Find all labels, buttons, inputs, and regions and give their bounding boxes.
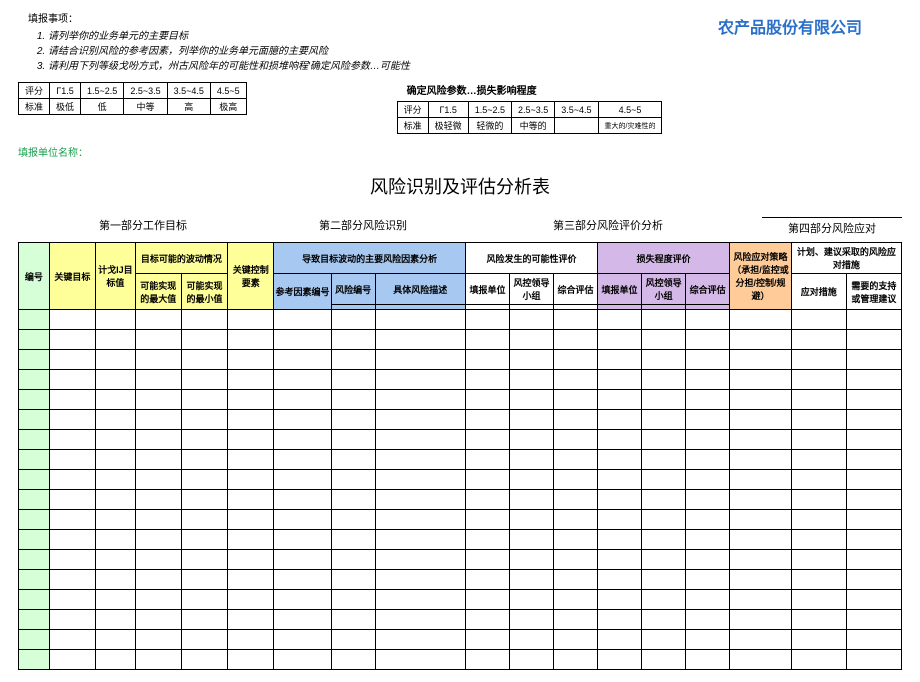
instruction-item: 请列举你的业务单元的主要目标 <box>48 29 410 44</box>
company-name: 农产品股份有限公司 <box>718 14 862 74</box>
table-row <box>19 310 902 330</box>
h-plan-val: 计戈IJ目标值 <box>96 243 136 310</box>
param-right-title: 确定风险参数…损失影响程度 <box>407 82 663 97</box>
table-row <box>19 530 902 550</box>
section-3: 第三部分风险评价分析 <box>458 217 758 236</box>
h-l-comb: 综合评估 <box>686 274 730 305</box>
table-row <box>19 330 902 350</box>
h-p-comb: 综合评估 <box>554 274 598 305</box>
h-risk-anal: 导致目标波动的主要风险因素分析 <box>274 243 466 274</box>
table-row <box>19 610 902 630</box>
table-row <box>19 510 902 530</box>
h-id: 编号 <box>19 243 50 310</box>
h-support: 需要的支持或管理建议 <box>846 274 901 310</box>
table-row <box>19 430 902 450</box>
instructions-heading: 填报事项： <box>28 12 410 27</box>
section-2: 第二部分风险识别 <box>268 217 458 236</box>
h-l-group: 风控领导小组 <box>642 274 686 305</box>
table-row <box>19 550 902 570</box>
h-key-ctrl: 关键控制要素 <box>228 243 274 310</box>
table-row <box>19 650 902 670</box>
table-row <box>19 630 902 650</box>
table-row <box>19 570 902 590</box>
h-risk-desc: 具体风险描述 <box>375 274 465 305</box>
h-risk-id: 风险编号 <box>331 274 375 305</box>
instruction-item: 请结合识别风险的参考因素，列举你的业务单元面臆的主要风险 <box>48 44 410 59</box>
h-strategy: 风险应对策略（承担/监控或分担/控制/规避） <box>730 243 792 310</box>
instruction-item: 请利用下列等级戈吩方式，州古风险年的可能性和损堆响程'确定风险参数…可能性 <box>48 59 410 74</box>
h-fluct: 目标可能的波动情况 <box>135 243 227 274</box>
instructions-block: 填报事项： 请列举你的业务单元的主要目标 请结合识别风险的参考因素，列举你的业务… <box>18 12 410 74</box>
h-action: 应对措施 <box>791 274 846 310</box>
table-row <box>19 370 902 390</box>
h-measures: 计划、建议采取的风险应对措施 <box>791 243 901 274</box>
table-row <box>19 590 902 610</box>
h-max: 可能实现的最大值 <box>135 274 181 310</box>
table-row <box>19 390 902 410</box>
h-prob: 风险发生的可能性评价 <box>465 243 597 274</box>
h-p-unit: 填报单位 <box>465 274 509 305</box>
unit-name-label: 填报单位名称： <box>18 144 902 159</box>
table-row <box>19 490 902 510</box>
section-4: 第四部分风险应对 <box>762 217 902 236</box>
h-min: 可能实现的最小值 <box>181 274 227 310</box>
main-table: 编号 关键目标 计戈IJ目标值 目标可能的波动情况 关键控制要素 导致目标波动的… <box>18 242 902 670</box>
h-ref-id: 参考因素编号 <box>274 274 331 310</box>
param-table-left: 评分 Γ1.5 1.5~2.5 2.5~3.5 3.5~4.5 4.5~5 标准… <box>18 82 247 134</box>
h-l-unit: 填报单位 <box>598 274 642 305</box>
section-labels: 第一部分工作目标 第二部分风险识别 第三部分风险评价分析 第四部分风险应对 <box>18 217 902 236</box>
main-title: 风险识别及评估分析表 <box>18 173 902 199</box>
table-row <box>19 450 902 470</box>
table-row <box>19 410 902 430</box>
param-table-right: 确定风险参数…损失影响程度 评分 Γ1.5 1.5~2.5 2.5~3.5 3.… <box>397 82 663 134</box>
table-row <box>19 350 902 370</box>
h-loss: 损失程度评价 <box>598 243 730 274</box>
h-p-group: 风控领导小组 <box>509 274 553 305</box>
h-key-goal: 关键目标 <box>49 243 95 310</box>
table-row <box>19 470 902 490</box>
section-1: 第一部分工作目标 <box>18 217 268 236</box>
